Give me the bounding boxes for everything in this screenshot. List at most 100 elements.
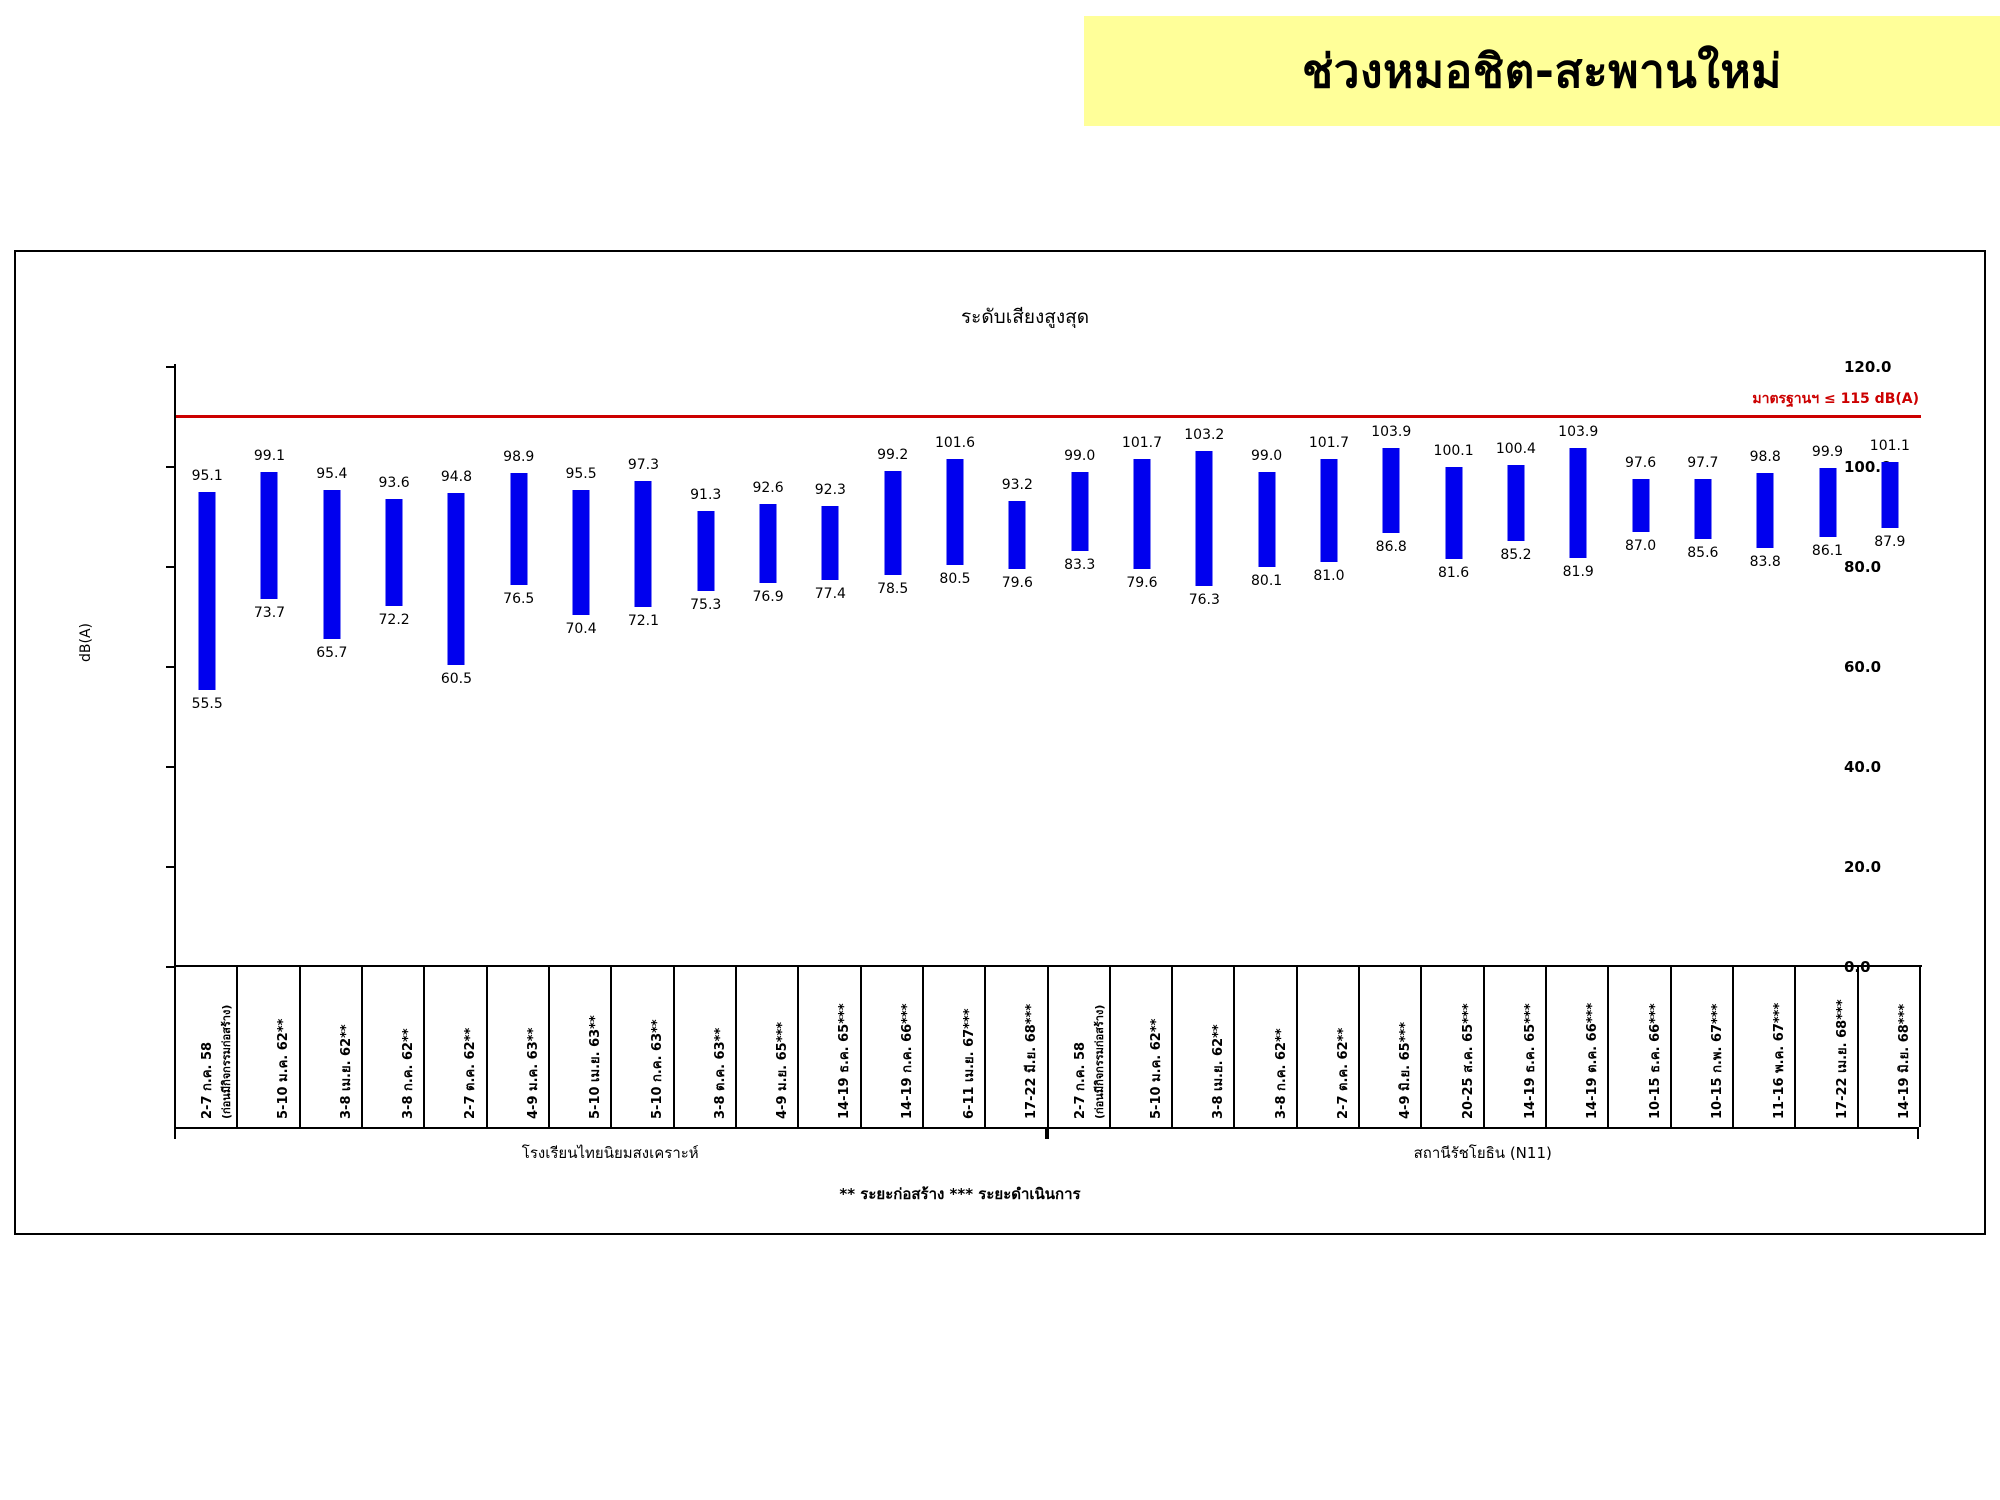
category-separator bbox=[236, 967, 239, 1127]
bar-column[interactable]: 97.3 72.1 bbox=[612, 367, 674, 967]
range-bar[interactable] bbox=[1195, 451, 1213, 586]
bar-min-value-label: 85.2 bbox=[1500, 547, 1532, 563]
range-bar[interactable] bbox=[1881, 461, 1899, 528]
category-label-line1: 14-19 ต.ค. 66*** bbox=[1585, 1002, 1601, 1119]
range-bar[interactable] bbox=[385, 499, 403, 606]
bar-column[interactable]: 92.6 76.9 bbox=[737, 367, 799, 967]
bar-column[interactable]: 101.6 80.5 bbox=[924, 367, 986, 967]
bar-column[interactable]: 98.9 76.5 bbox=[488, 367, 550, 967]
category-label: 2-7 ต.ค. 62** bbox=[459, 969, 480, 1119]
bar-max-value-label: 93.2 bbox=[1001, 477, 1033, 493]
range-bar[interactable] bbox=[697, 510, 715, 591]
bar-min-value-label: 81.6 bbox=[1437, 565, 1470, 581]
threshold-label: มาตรฐานฯ ≤ 115 dB(A) bbox=[1752, 390, 1919, 407]
bar-column[interactable]: 98.8 83.8 bbox=[1734, 367, 1796, 967]
bar-min-value-label: 87.9 bbox=[1874, 533, 1906, 550]
bar-min-value-label: 86.8 bbox=[1375, 539, 1407, 555]
category-label: 5-10 เม.ย. 63** bbox=[584, 969, 605, 1119]
y-tick-label: 40.0 bbox=[1844, 758, 1882, 776]
category-label: 3-8 ต.ค. 63** bbox=[709, 969, 730, 1119]
bar-column[interactable]: 100.1 81.6 bbox=[1422, 367, 1484, 967]
bar-column[interactable]: 93.2 79.6 bbox=[986, 367, 1048, 967]
range-bar[interactable] bbox=[1133, 458, 1151, 569]
range-bar[interactable] bbox=[260, 471, 278, 599]
category-separator bbox=[1233, 967, 1236, 1127]
bar-column[interactable]: 101.1 87.9 bbox=[1859, 367, 1921, 967]
bar-column[interactable]: 99.0 83.3 bbox=[1049, 367, 1111, 967]
category-label: 10-15 ธ.ค. 66*** bbox=[1644, 969, 1665, 1119]
bar-min-value-label: 72.1 bbox=[627, 612, 659, 629]
range-bar[interactable] bbox=[198, 491, 216, 690]
bar-max-value-label: 99.1 bbox=[253, 447, 286, 464]
range-bar[interactable] bbox=[884, 471, 902, 575]
bar-column[interactable]: 93.6 72.2 bbox=[363, 367, 425, 967]
bar-min-value-label: 60.5 bbox=[440, 670, 473, 687]
bar-max-value-label: 103.9 bbox=[1371, 423, 1412, 440]
bar-column[interactable]: 99.9 86.1 bbox=[1796, 367, 1858, 967]
category-label-line2: (ก่อนมีกิจกรรมก่อสร้าง) bbox=[220, 1004, 234, 1119]
bar-column[interactable]: 101.7 81.0 bbox=[1298, 367, 1360, 967]
bar-column[interactable]: 95.1 55.5 bbox=[176, 367, 238, 967]
category-separator bbox=[174, 967, 176, 1127]
range-bar[interactable] bbox=[821, 505, 839, 580]
range-bar[interactable] bbox=[1382, 447, 1400, 533]
bar-max-value-label: 100.1 bbox=[1433, 442, 1474, 459]
category-separator bbox=[1669, 967, 1672, 1127]
range-bar[interactable] bbox=[1071, 472, 1089, 551]
bar-min-value-label: 73.7 bbox=[253, 604, 286, 621]
category-label-line1: 5-10 ก.ค. 63** bbox=[650, 1019, 666, 1119]
bar-column[interactable]: 97.6 87.0 bbox=[1609, 367, 1671, 967]
range-bar[interactable] bbox=[447, 493, 465, 665]
category-label: 14-19 ก.ค. 66*** bbox=[896, 969, 917, 1119]
bar-max-value-label: 101.7 bbox=[1308, 434, 1349, 451]
bar-min-value-label: 72.2 bbox=[378, 612, 410, 628]
range-bar[interactable] bbox=[634, 480, 652, 607]
bar-column[interactable]: 103.9 81.9 bbox=[1547, 367, 1609, 967]
category-label-line1: 3-8 เม.ย. 62** bbox=[1211, 1024, 1227, 1119]
range-bar[interactable] bbox=[1632, 479, 1650, 532]
group-range-line bbox=[174, 1127, 1047, 1129]
bar-max-value-label: 95.5 bbox=[565, 465, 597, 482]
range-bar[interactable] bbox=[1756, 473, 1774, 548]
category-label-line1: 3-8 ก.ค. 62** bbox=[401, 1028, 417, 1119]
bar-max-value-label: 92.3 bbox=[814, 481, 846, 498]
range-bar[interactable] bbox=[1258, 472, 1276, 567]
range-bar[interactable] bbox=[1008, 501, 1026, 569]
bar-column[interactable]: 94.8 60.5 bbox=[425, 367, 487, 967]
bar-column[interactable]: 100.4 85.2 bbox=[1485, 367, 1547, 967]
category-separator bbox=[423, 967, 426, 1127]
bar-column[interactable]: 95.4 65.7 bbox=[301, 367, 363, 967]
bar-column[interactable]: 97.7 85.6 bbox=[1672, 367, 1734, 967]
range-bar[interactable] bbox=[572, 489, 590, 615]
title-banner: ช่วงหมอชิต-สะพานใหม่ bbox=[1084, 16, 2000, 126]
y-tick-mark bbox=[166, 766, 175, 768]
range-bar[interactable] bbox=[510, 472, 528, 585]
bar-column[interactable]: 103.9 86.8 bbox=[1360, 367, 1422, 967]
bar-column[interactable]: 99.1 73.7 bbox=[238, 367, 300, 967]
bar-column[interactable]: 91.3 75.3 bbox=[675, 367, 737, 967]
range-bar[interactable] bbox=[1507, 465, 1525, 541]
chart-frame: ระดับเสียงสูงสุด dB(A) 0.020.040.060.080… bbox=[14, 250, 1986, 1235]
category-label-line1: 20-25 ส.ค. 65*** bbox=[1460, 1003, 1476, 1119]
range-bar[interactable] bbox=[946, 459, 964, 565]
range-bar[interactable] bbox=[1694, 478, 1712, 539]
range-bar[interactable] bbox=[1819, 467, 1836, 537]
bar-column[interactable]: 99.0 80.1 bbox=[1235, 367, 1297, 967]
category-separator bbox=[984, 967, 987, 1127]
range-bar[interactable] bbox=[1445, 466, 1463, 559]
range-bar[interactable] bbox=[323, 490, 341, 639]
bar-column[interactable]: 99.2 78.5 bbox=[862, 367, 924, 967]
range-bar[interactable] bbox=[1320, 458, 1338, 562]
bar-column[interactable]: 92.3 77.4 bbox=[799, 367, 861, 967]
bar-column[interactable]: 101.7 79.6 bbox=[1111, 367, 1173, 967]
bar-column[interactable]: 103.2 76.3 bbox=[1173, 367, 1235, 967]
range-bar[interactable] bbox=[759, 504, 777, 583]
category-separator bbox=[734, 967, 737, 1127]
bar-column[interactable]: 95.5 70.4 bbox=[550, 367, 612, 967]
bar-max-value-label: 101.1 bbox=[1869, 437, 1910, 454]
y-tick-label: 60.0 bbox=[1844, 658, 1882, 676]
bar-min-value-label: 80.1 bbox=[1251, 572, 1283, 589]
category-separator bbox=[1108, 967, 1111, 1127]
category-label-line1: 3-8 เม.ย. 62** bbox=[338, 1024, 354, 1119]
range-bar[interactable] bbox=[1569, 447, 1587, 558]
